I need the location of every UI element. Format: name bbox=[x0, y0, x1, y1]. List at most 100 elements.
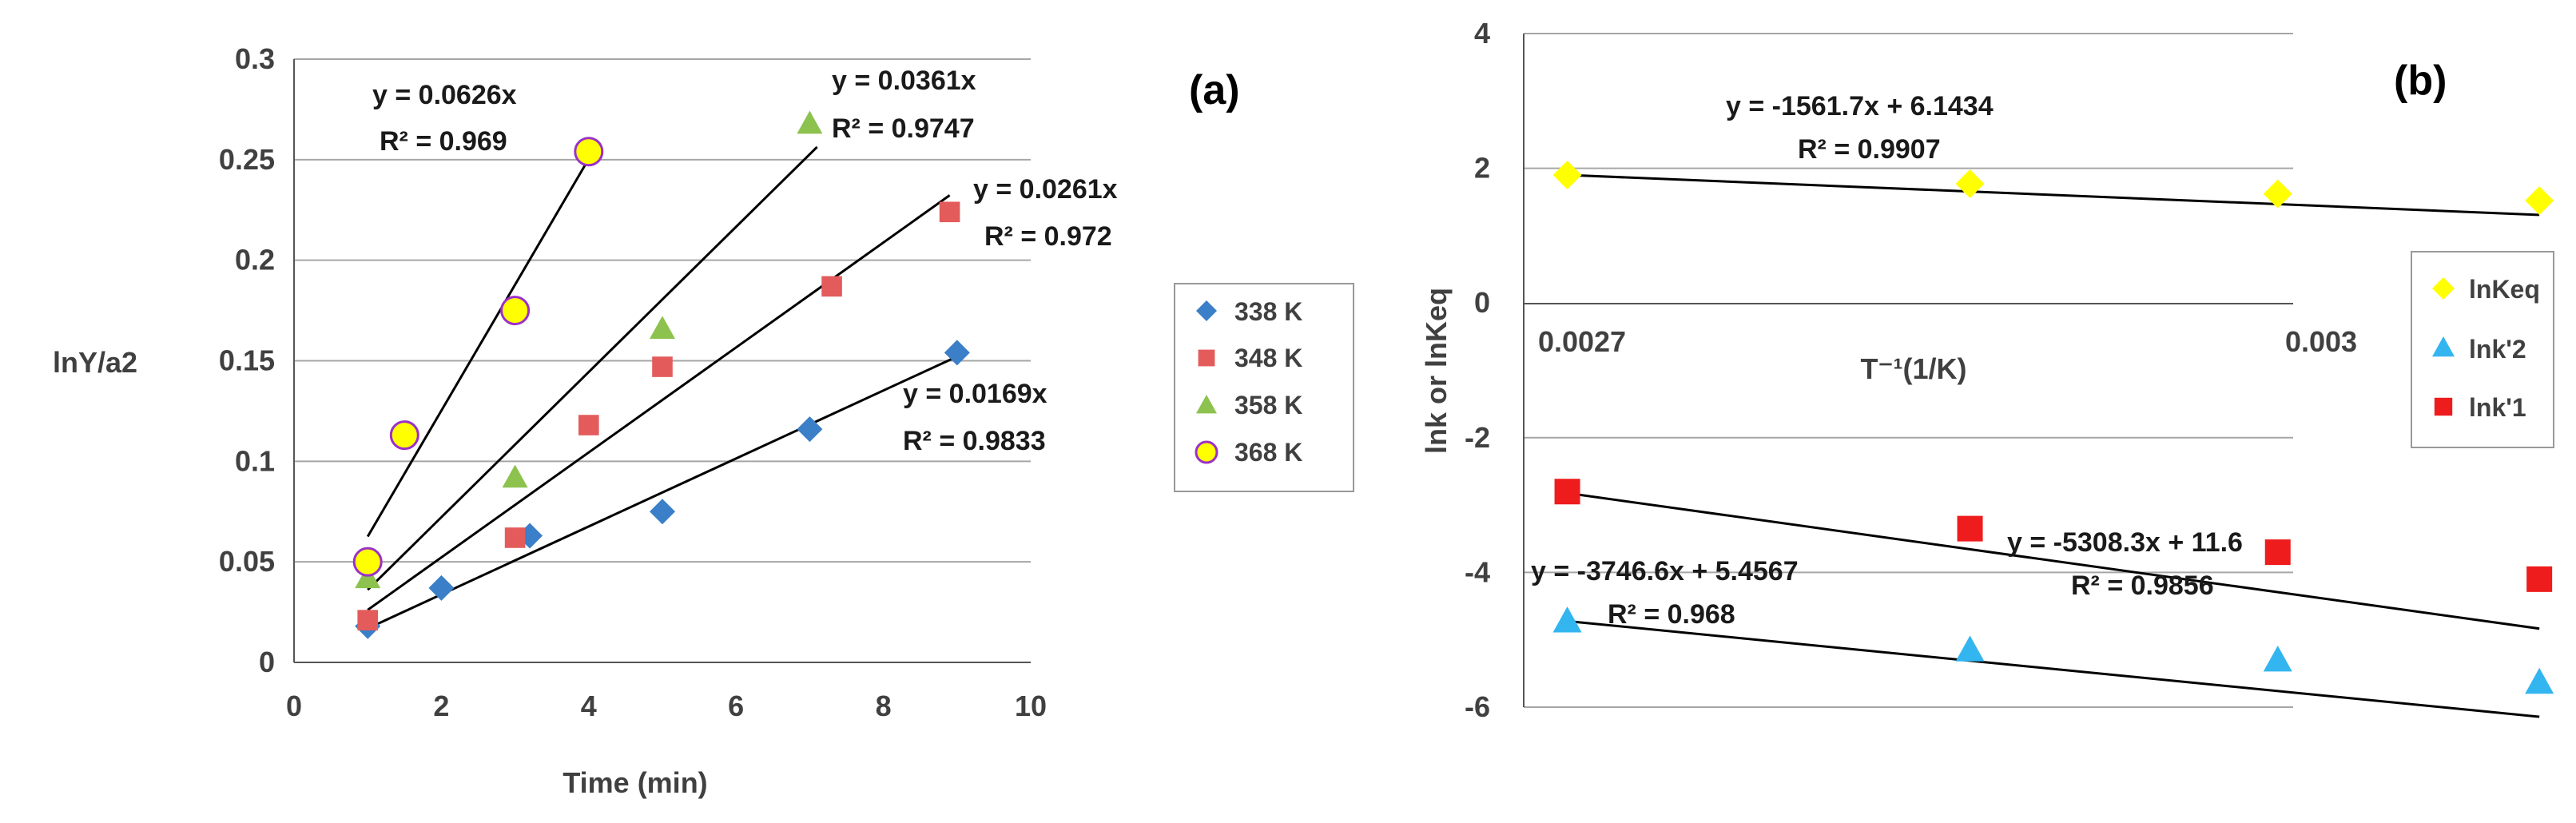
chart-a-x-tick-label: 2 bbox=[433, 690, 449, 722]
data-point-368-k bbox=[389, 420, 419, 451]
data-point-lnkeq bbox=[1955, 169, 1985, 198]
data-point-lnk-2 bbox=[1552, 606, 1582, 633]
chart-b-y-tick-label: 4 bbox=[1474, 17, 1490, 50]
chart-b-x-label: T⁻¹(1/K) bbox=[1861, 352, 1967, 385]
chart-a-x-tick-label: 8 bbox=[876, 690, 892, 722]
data-point-348-k bbox=[578, 415, 599, 435]
data-point-338-k bbox=[944, 340, 970, 366]
chart-a-y-tick-label: 0.3 bbox=[235, 42, 275, 75]
fit-line-358-k bbox=[367, 145, 818, 591]
chart-a-panel-label: (a) bbox=[1189, 67, 1240, 113]
data-point-lnk-1 bbox=[2526, 566, 2553, 592]
chart-b-panel-label: (b) bbox=[2394, 58, 2447, 104]
data-point-348-k bbox=[504, 527, 526, 548]
data-point-lnkeq bbox=[2525, 186, 2554, 216]
chart-a-y-tick-label: 0 bbox=[259, 646, 275, 678]
chart-a-y-tick-label: 0.2 bbox=[235, 244, 275, 276]
data-point-358-k bbox=[650, 316, 675, 340]
legend-marker-358-k bbox=[1196, 395, 1217, 414]
chart-b-r2-lnk2: R² = 0.968 bbox=[1608, 599, 1735, 630]
data-point-348-k bbox=[821, 276, 842, 297]
data-point-338-k bbox=[650, 499, 675, 525]
chart-a-r2-338: R² = 0.9833 bbox=[903, 426, 1046, 456]
data-point-lnk-1 bbox=[1957, 515, 1983, 542]
legend-label-368: 368 K bbox=[1234, 438, 1302, 467]
chart-a-y-tick-label: 0.1 bbox=[235, 444, 275, 477]
chart-a-y-tick-label: 0.15 bbox=[219, 344, 275, 377]
legend-label-lnk1: lnk'1 bbox=[2469, 393, 2526, 422]
data-point-368-k bbox=[574, 137, 604, 167]
fit-line-lnk-1 bbox=[1567, 491, 2540, 630]
chart-a-r2-358: R² = 0.9747 bbox=[832, 113, 975, 144]
chart-b-points bbox=[1552, 161, 2554, 694]
data-point-348-k bbox=[939, 201, 960, 223]
fit-line-lnk-2 bbox=[1567, 619, 2540, 718]
legend-marker-338-k bbox=[1196, 300, 1217, 321]
data-point-lnk-1 bbox=[1554, 479, 1580, 505]
chart-a-equation-348: y = 0.0261x bbox=[973, 174, 1118, 205]
chart-a-legend-markers bbox=[1195, 300, 1218, 464]
data-point-lnk-1 bbox=[2264, 539, 2291, 566]
chart-a-equation-338: y = 0.0169x bbox=[903, 379, 1047, 409]
data-point-348-k bbox=[357, 610, 378, 630]
chart-b: -6 -4 -2 0 2 4 0.0027 0.003 T⁻¹(1/K) lnk or l… bbox=[1420, 17, 2554, 723]
legend-marker-lnkeq bbox=[2432, 277, 2455, 300]
chart-b-fit-lines bbox=[1567, 173, 2540, 718]
legend-label-348: 348 K bbox=[1234, 344, 1302, 372]
chart-a-x-tick-label: 0 bbox=[286, 690, 302, 722]
chart-b-legend: lnKeq lnk'2 lnk'1 bbox=[2411, 251, 2554, 448]
chart-a-x-tick-label: 6 bbox=[728, 690, 744, 722]
fit-line-lnkeq bbox=[1567, 173, 2540, 217]
fit-line-348-k bbox=[367, 194, 951, 611]
chart-b-y-tick-label: 2 bbox=[1474, 152, 1490, 185]
legend-label-lnk2: lnk'2 bbox=[2469, 335, 2526, 364]
data-point-358-k bbox=[502, 464, 528, 488]
chart-b-r2-lnkeq: R² = 0.9907 bbox=[1798, 134, 1941, 165]
fit-line-338-k bbox=[367, 355, 958, 630]
data-point-358-k bbox=[797, 110, 823, 134]
chart-b-y-tick-label: 0 bbox=[1474, 286, 1490, 319]
chart-b-equation-lnkeq: y = -1561.7x + 6.1434 bbox=[1726, 91, 1994, 121]
legend-marker-368-k bbox=[1195, 440, 1218, 464]
fit-line-368-k bbox=[366, 145, 598, 538]
legend-label-358: 358 K bbox=[1234, 391, 1302, 419]
data-point-lnk-2 bbox=[2263, 645, 2292, 672]
chart-b-x-tick-1: 0.003 bbox=[2285, 325, 2357, 358]
chart-b-x-tick-0: 0.0027 bbox=[1538, 325, 1626, 358]
chart-a-r2-368: R² = 0.969 bbox=[380, 126, 507, 157]
legend-label-338: 338 K bbox=[1234, 297, 1302, 326]
chart-b-y-tick-label: -4 bbox=[1465, 555, 1490, 588]
chart-a-equation-368: y = 0.0626x bbox=[372, 80, 517, 110]
chart-b-r2-lnk1: R² = 0.9856 bbox=[2071, 571, 2214, 601]
chart-b-gridlines bbox=[1524, 33, 2293, 708]
chart-a-equation-358: y = 0.0361x bbox=[832, 66, 976, 96]
legend-marker-lnk-1 bbox=[2434, 397, 2453, 416]
data-point-358-k bbox=[355, 565, 381, 589]
chart-a-fit-lines bbox=[366, 145, 958, 630]
chart-a-y-label: lnY/a2 bbox=[53, 346, 137, 379]
legend-marker-348-k bbox=[1198, 349, 1215, 367]
chart-a-y-tick-label: 0.05 bbox=[219, 545, 275, 578]
data-point-lnkeq bbox=[1552, 161, 1582, 190]
chart-a-y-ticks: 0 0.05 0.1 0.15 0.2 0.25 0.3 bbox=[219, 42, 275, 678]
chart-a-legend: 338 K 348 K 358 K 368 K bbox=[1174, 283, 1354, 492]
chart-a-points bbox=[352, 110, 970, 639]
chart-a-x-tick-label: 4 bbox=[581, 690, 597, 722]
chart-a-r2-348: R² = 0.972 bbox=[984, 221, 1112, 252]
data-point-lnk-2 bbox=[1955, 635, 1985, 662]
data-point-338-k bbox=[797, 416, 823, 443]
chart-b-equation-lnk2: y = -3746.6x + 5.4567 bbox=[1531, 556, 1799, 586]
legend-label-lnkeq: lnKeq bbox=[2469, 275, 2540, 304]
chart-b-equation-lnk1: y = -5308.3x + 11.6 bbox=[2007, 527, 2243, 558]
chart-b-legend-markers bbox=[2432, 277, 2455, 416]
chart-a-x-tick-label: 10 bbox=[1015, 690, 1047, 722]
chart-a-x-label: Time (min) bbox=[563, 766, 707, 799]
chart-b-y-label: lnk or lnKeq bbox=[1420, 288, 1453, 454]
chart-a-x-ticks: 0 2 4 6 8 10 bbox=[286, 690, 1047, 722]
data-point-lnk-2 bbox=[2525, 667, 2554, 694]
data-point-368-k bbox=[352, 547, 383, 577]
legend-marker-lnk-2 bbox=[2432, 336, 2455, 357]
data-point-lnkeq bbox=[2263, 179, 2292, 209]
chart-b-y-ticks: -6 -4 -2 0 2 4 bbox=[1465, 17, 1490, 723]
